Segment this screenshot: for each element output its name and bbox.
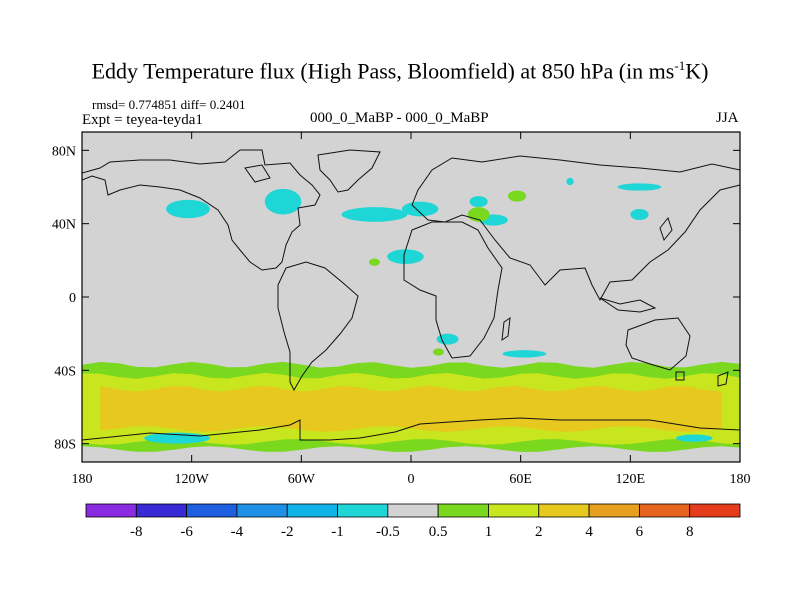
field-blob-1 (507, 190, 527, 202)
colorbar: -8 -6 -4 -2 -1 -0.5 0.5 1 2 4 6 8 (85, 503, 741, 540)
colorbar-label: 0.5 (429, 524, 448, 540)
x-tick-label: 120W (175, 472, 210, 487)
coastline-tasmania (675, 371, 685, 381)
colorbar-swatch (437, 503, 489, 518)
chart-title: Eddy Temperature flux (High Pass, Bloomf… (91, 58, 709, 84)
coastline-africa (403, 221, 503, 359)
colorbar-swatch (588, 503, 640, 518)
field-blob--0.5 (436, 333, 459, 345)
colorbar-label: 8 (686, 524, 694, 540)
colorbar-label: 4 (585, 524, 593, 540)
colorbar-swatch (135, 503, 188, 518)
comparison-label: 000_0_MaBP - 000_0_MaBP (310, 110, 489, 126)
field-blob--0.5 (630, 209, 649, 220)
coastline-arctic-islands (244, 164, 271, 183)
colorbar-label: -8 (130, 524, 143, 540)
x-tick-label: 120E (616, 472, 646, 487)
colorbar-swatch (538, 503, 590, 518)
x-tick-label: 180 (72, 472, 93, 487)
season-label: JJA (716, 110, 739, 126)
coastline-indonesia (599, 297, 657, 313)
x-tick-label: 180 (730, 472, 751, 487)
coastline-layer (82, 149, 740, 441)
colorbar-swatch (638, 503, 691, 518)
colorbar-swatch (387, 503, 439, 518)
field-band-4 (100, 385, 722, 432)
field-layer (82, 177, 740, 452)
coastline-madagascar (501, 316, 511, 342)
x-tick-label: 0 (408, 472, 415, 487)
field-blob--0.5 (566, 177, 574, 186)
field-blob-1 (368, 258, 380, 266)
coastline-antarctica (82, 417, 740, 441)
colorbar-swatch (236, 503, 288, 518)
field-blob-1 (432, 348, 444, 356)
field-blob--0.5 (401, 201, 439, 217)
y-tick-label: 0 (69, 291, 76, 306)
colorbar-label: -6 (180, 524, 193, 540)
colorbar-label: -2 (281, 524, 294, 540)
colorbar-label: -4 (231, 524, 244, 540)
x-tick-label: 60W (288, 472, 316, 487)
colorbar-label: 2 (535, 524, 543, 540)
colorbar-swatch (85, 503, 137, 518)
colorbar-label: -0.5 (376, 524, 400, 540)
stats-label: rmsd= 0.774851 diff= 0.2401 (92, 97, 246, 112)
field-blob--0.5 (469, 196, 488, 208)
y-tick-label: 40S (54, 364, 76, 379)
y-tick-label: 80S (54, 438, 76, 453)
y-tick-label: 80N (52, 144, 76, 159)
colorbar-swatch (337, 503, 389, 518)
field-blob--0.5 (341, 207, 408, 222)
coastline-north-america (82, 149, 321, 271)
axis-ticks: 180 120W 60W 0 60E 120E 180 80N 40N 0 40S 80S (52, 132, 751, 487)
colorbar-label: 6 (636, 524, 644, 540)
field-blob--0.5 (264, 188, 302, 215)
coastline-new-zealand (717, 371, 729, 387)
experiment-label: Expt = teyea-teyda1 (82, 112, 203, 128)
field-blob--0.5 (387, 249, 424, 264)
field-blob--0.5 (166, 199, 210, 219)
field-blob--0.5 (676, 434, 713, 442)
colorbar-swatch (286, 503, 338, 518)
colorbar-swatch (186, 503, 238, 518)
coastline-eurasia (411, 155, 740, 302)
coastline-south-america (277, 261, 359, 392)
y-tick-label: 40N (52, 218, 76, 233)
field-blob--0.5 (502, 350, 547, 358)
coastline-australia (625, 317, 691, 371)
colorbar-label: 1 (485, 524, 493, 540)
colorbar-label: -1 (331, 524, 344, 540)
coastline-japan (659, 216, 673, 242)
field-blob--0.5 (617, 183, 662, 191)
colorbar-swatch (689, 503, 741, 518)
colorbar-swatch (488, 503, 540, 518)
coastline-greenland (317, 149, 381, 193)
x-tick-label: 60E (509, 472, 532, 487)
